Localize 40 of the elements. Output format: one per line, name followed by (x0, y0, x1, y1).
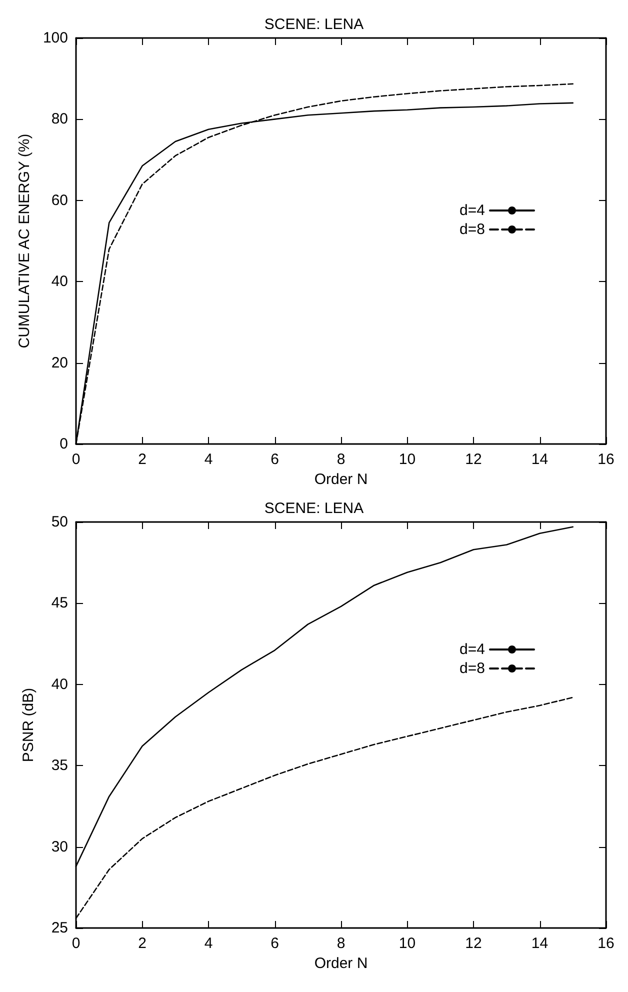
y-tick-label: 30 (51, 838, 68, 856)
y-axis-title: CUMULATIVE AC ENERGY (%) (16, 134, 34, 348)
y-tick-label: 45 (51, 594, 68, 612)
y-tick-label: 60 (51, 192, 68, 209)
x-tick-label: 8 (336, 451, 346, 468)
x-tick-label: 12 (465, 935, 482, 952)
y-tick-label: 40 (51, 676, 68, 693)
legend-label: d=4 (460, 202, 485, 219)
y-tick-label: 25 (51, 920, 68, 936)
y-tick-label: 0 (60, 436, 68, 452)
x-tick-label: 4 (204, 451, 213, 468)
x-tick-label: 14 (531, 451, 548, 468)
x-tick-label: 2 (138, 451, 146, 468)
legend-label: d=8 (460, 660, 485, 677)
legend-label: d=8 (460, 221, 485, 238)
x-tick-label: 4 (204, 935, 213, 952)
x-tick-label: 16 (598, 935, 614, 952)
x-tick-label: 16 (598, 451, 614, 468)
y-tick-label: 20 (51, 354, 68, 372)
legend-label: d=4 (460, 641, 485, 658)
chart-title: SCENE: LENA (264, 16, 364, 33)
x-tick-label: 0 (72, 451, 80, 468)
y-axis-title: PSNR (dB) (20, 688, 37, 762)
x-tick-label: 10 (398, 451, 416, 468)
y-tick-label: 50 (51, 514, 68, 530)
x-tick-label: 12 (465, 451, 482, 468)
x-tick-label: 14 (531, 935, 548, 952)
y-tick-label: 100 (42, 30, 68, 46)
x-axis-title: Order N (314, 470, 368, 488)
x-tick-label: 6 (270, 935, 279, 952)
x-axis-title: Order N (314, 954, 368, 972)
x-tick-label: 8 (336, 935, 346, 952)
x-tick-label: 0 (72, 935, 80, 952)
y-tick-label: 80 (51, 110, 68, 128)
y-tick-label: 35 (51, 757, 68, 774)
chart-title: SCENE: LENA (264, 500, 364, 517)
x-tick-label: 2 (138, 935, 146, 952)
x-tick-label: 6 (270, 451, 279, 468)
x-tick-label: 10 (398, 935, 416, 952)
y-tick-label: 40 (51, 273, 68, 290)
